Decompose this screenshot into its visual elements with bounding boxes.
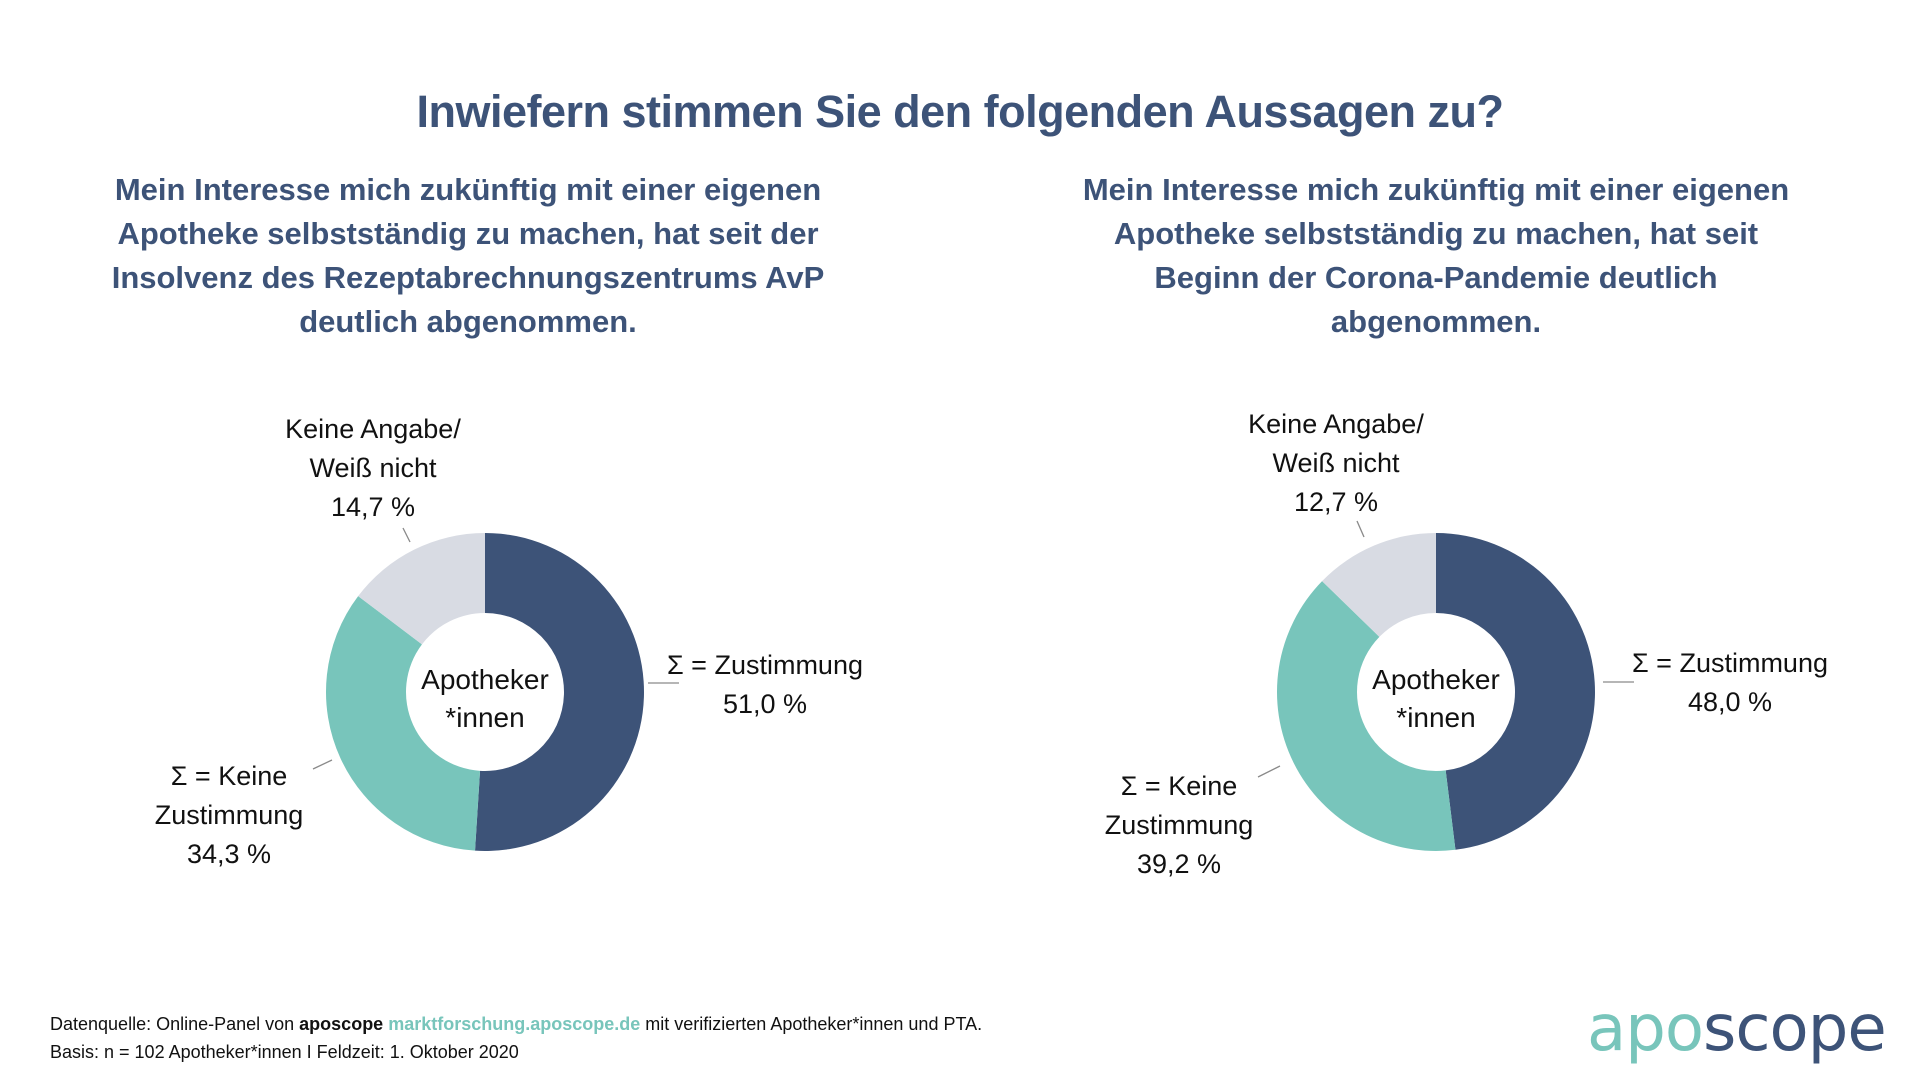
donut-slice-keine-zustimmung [1277, 581, 1456, 851]
slice-label-keine-angabe: Keine Angabe/ [285, 414, 461, 444]
chart-right-title-line: abgenommen. [1330, 304, 1542, 339]
footer-source-prefix: Datenquelle: Online-Panel von [50, 1014, 300, 1034]
slice-label-keine-angabe: Weiß nicht [309, 453, 437, 483]
chart-left-title-line: Apotheke selbstständig zu machen, hat se… [117, 216, 819, 251]
chart-right-title-line: Mein Interesse mich zukünftig mit einer … [1082, 172, 1790, 207]
chart-left-title-line: Insolvenz des Rezeptabrechnungszentrums … [111, 260, 825, 295]
donut-slice-zustimmung [475, 532, 645, 852]
leader-line-keine-angabe [402, 527, 411, 543]
donut-center-label: *innen [1396, 702, 1475, 733]
slice-label-keine-angabe: Keine Angabe/ [1248, 409, 1424, 439]
donut-slice-zustimmung [1436, 533, 1595, 850]
footer-basis: Basis: n = 102 Apotheker*innen I Feldzei… [50, 1042, 519, 1062]
footer-source-line: Datenquelle: Online-Panel von aposcope m… [50, 1010, 982, 1038]
donut-left-labels: Keine Angabe/ Weiß nicht 14,7 % Σ = Zust… [155, 414, 863, 869]
chart-right-title-line: Apotheke selbstständig zu machen, hat se… [1113, 216, 1759, 251]
slice-label-keine-zustimmung: Zustimmung [155, 800, 304, 830]
page-title: Inwiefern stimmen Sie den folgenden Auss… [416, 86, 1504, 137]
chart-left-title-line: Mein Interesse mich zukünftig mit einer … [114, 172, 822, 207]
footer-source-link[interactable]: marktforschung.aposcope.de [388, 1014, 641, 1034]
slice-value-keine-zustimmung: 39,2 % [1137, 849, 1221, 879]
donut-center-label: Apotheker [421, 664, 549, 695]
slice-label-keine-angabe: Weiß nicht [1272, 448, 1400, 478]
chart-right-title-line: Beginn der Corona-Pandemie deutlich [1154, 260, 1718, 295]
footer-source-brand: aposcope [299, 1014, 384, 1034]
slice-value-keine-zustimmung: 34,3 % [187, 839, 271, 869]
slice-value-keine-angabe: 14,7 % [331, 492, 415, 522]
slice-label-zustimmung: Σ = Zustimmung [1632, 648, 1828, 678]
chart-left-title-line: deutlich abgenommen. [299, 304, 637, 339]
slice-label-keine-zustimmung: Σ = Keine [1121, 771, 1238, 801]
logo-part-apo: apo [1587, 992, 1704, 1066]
donut-center-label: *innen [445, 702, 524, 733]
donut-slice-keine-zustimmung [326, 596, 481, 851]
leader-line-keine-angabe [1356, 520, 1365, 538]
logo-part-scope: scope [1703, 992, 1887, 1066]
slice-value-zustimmung: 48,0 % [1688, 687, 1772, 717]
donut-center-label: Apotheker [1372, 664, 1500, 695]
chart-right-title: Mein Interesse mich zukünftig mit einer … [1036, 168, 1836, 344]
slice-label-keine-zustimmung: Σ = Keine [171, 761, 288, 791]
leader-line-keine-zustimmung [1257, 765, 1281, 778]
leader-line-keine-zustimmung [312, 759, 333, 770]
chart-left-title: Mein Interesse mich zukünftig mit einer … [68, 168, 868, 344]
slice-value-zustimmung: 51,0 % [723, 689, 807, 719]
donut-chart-right [1277, 533, 1595, 851]
footer-source-suffix: mit verifizierten Apotheker*innen und PT… [640, 1014, 983, 1034]
slice-value-keine-angabe: 12,7 % [1294, 487, 1378, 517]
donut-right-labels: Keine Angabe/ Weiß nicht 12,7 % Σ = Zust… [1105, 409, 1828, 879]
donut-slice-keine-angabe [1322, 533, 1436, 637]
footer-source: Datenquelle: Online-Panel von aposcope m… [50, 1010, 982, 1066]
aposcope-logo: aposcope [1587, 992, 1887, 1066]
slice-label-keine-zustimmung: Zustimmung [1105, 810, 1254, 840]
slice-label-zustimmung: Σ = Zustimmung [667, 650, 863, 680]
donut-chart-left [326, 532, 645, 852]
donut-slice-keine-angabe [358, 533, 485, 645]
